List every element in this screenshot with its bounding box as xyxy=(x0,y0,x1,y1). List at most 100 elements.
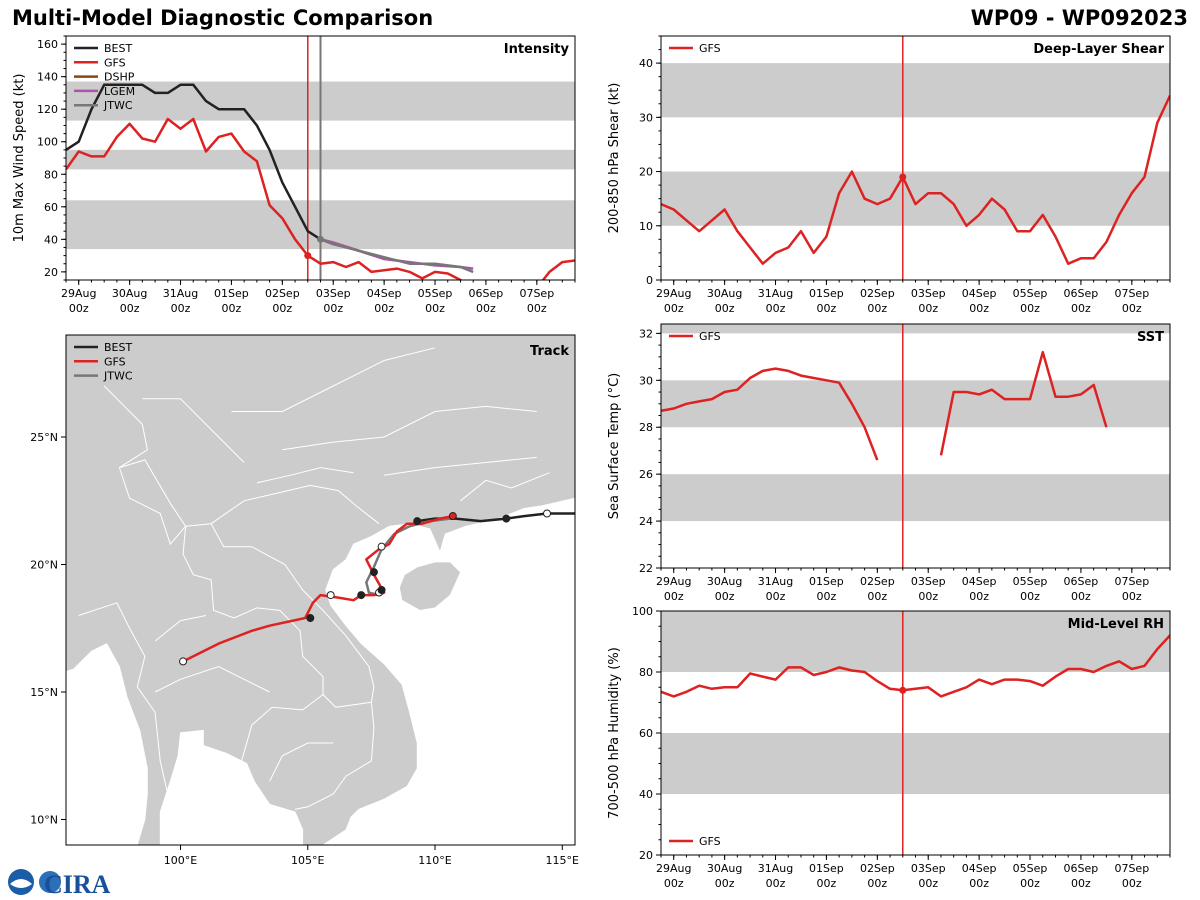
rh-title: Mid-Level RH xyxy=(1068,617,1164,632)
intensity-ytick-label: 40 xyxy=(44,233,58,246)
sst-xtick-label-hour: 00z xyxy=(715,590,735,603)
sst-chart: 22 24 26 28 30 32 29Aug 00z 30Aug 00z 31Aug 00z 01Se… xyxy=(607,323,1171,603)
track-ytick-label: 25°N xyxy=(30,431,58,444)
legend-label-gfs: GFS xyxy=(699,835,721,848)
track-ytick-label: 10°N xyxy=(30,814,58,827)
intensity-series-gfs xyxy=(66,117,575,280)
legend-label-jtwc: JTWC xyxy=(103,99,133,112)
legend-label-lgem: LGEM xyxy=(104,85,135,98)
intensity-xtick-label-hour: 00z xyxy=(171,302,191,315)
border-line-15 xyxy=(154,665,270,693)
rh-xtick-label-hour: 00z xyxy=(1020,877,1040,890)
shear-xtick-label-date: 04Sep xyxy=(962,287,997,300)
sst-title: SST xyxy=(1137,330,1164,345)
sst-band-1 xyxy=(661,380,1170,428)
shear-xtick-label-hour: 00z xyxy=(918,302,938,315)
shear-xtick-label-hour: 00z xyxy=(715,302,735,315)
shear-xtick-label-date: 01Sep xyxy=(809,287,844,300)
sst-series-gfs-seg0 xyxy=(661,367,879,461)
intensity-xtick-label-hour: 00z xyxy=(120,302,140,315)
shear-xtick-label-hour: 00z xyxy=(664,302,684,315)
shear-xtick-label-hour: 00z xyxy=(1122,302,1142,315)
shear-chart: 0 10 20 30 40 29Aug 00z 30Aug 00z 31Aug 00z 01Sep 00… xyxy=(607,35,1171,315)
shear-title: Deep-Layer Shear xyxy=(1033,42,1164,57)
intensity-xtick-label-hour: 00z xyxy=(69,302,89,315)
border-line-9 xyxy=(384,456,537,476)
shear-ytick-label: 10 xyxy=(639,220,653,233)
sst-xtick-label-date: 05Sep xyxy=(1013,575,1048,588)
shear-xtick-label-date: 05Sep xyxy=(1013,287,1048,300)
border-line-13 xyxy=(256,467,354,484)
sst-xtick-label-hour: 00z xyxy=(867,590,887,603)
sst-xtick-label-hour: 00z xyxy=(1020,590,1040,603)
sst-series-gfs-seg1 xyxy=(939,350,1108,456)
sst-xtick-label-hour: 00z xyxy=(1122,590,1142,603)
storm-id: WP09 - WP092023 xyxy=(970,6,1188,30)
track-series-gfs xyxy=(182,514,454,663)
intensity-xtick-label-hour: 00z xyxy=(272,302,292,315)
shear-xtick-label-hour: 00z xyxy=(1071,302,1091,315)
border-line-14 xyxy=(142,398,245,463)
sst-xtick-label-hour: 00z xyxy=(817,590,837,603)
rh-band-1 xyxy=(661,611,1170,672)
intensity-xtick-label-hour: 00z xyxy=(527,302,547,315)
border-line-1 xyxy=(210,523,375,703)
track-point-9 xyxy=(326,591,335,600)
border-line-3 xyxy=(182,526,372,708)
sst-xtick-label-hour: 00z xyxy=(766,590,786,603)
rh-band-0 xyxy=(661,733,1170,794)
sst-xtick-label-date: 31Aug xyxy=(758,575,793,588)
sst-ytick-label: 28 xyxy=(639,421,653,434)
shear-xtick-label-date: 02Sep xyxy=(860,287,895,300)
sst-ytick-label: 22 xyxy=(639,562,653,575)
intensity-xtick-label-date: 31Aug xyxy=(163,287,198,300)
track-title: Track xyxy=(530,344,569,359)
rh-xtick-label-hour: 00z xyxy=(817,877,837,890)
track-point-1 xyxy=(502,514,511,523)
sst-frame xyxy=(660,323,1171,569)
rh-xtick-label-date: 30Aug xyxy=(707,862,742,875)
rh-series-gfs xyxy=(661,634,1170,698)
legend-label-jtwc: JTWC xyxy=(103,370,133,383)
shear-band-1 xyxy=(661,63,1170,118)
intensity-xtick-label-hour: 00z xyxy=(476,302,496,315)
rh-xtick-label-hour: 00z xyxy=(1071,877,1091,890)
intensity-ytick-label: 100 xyxy=(37,136,58,149)
sst-xtick-label-hour: 00z xyxy=(969,590,989,603)
rh-xtick-label-date: 29Aug xyxy=(656,862,691,875)
border-line-0 xyxy=(210,484,380,525)
intensity-xtick-label-date: 29Aug xyxy=(61,287,96,300)
intensity-xtick-label-date: 05Sep xyxy=(418,287,453,300)
track-ytick-label: 15°N xyxy=(30,686,58,699)
intensity-ytick-label: 120 xyxy=(37,103,58,116)
legend-label-gfs: GFS xyxy=(104,355,126,368)
shear-xtick-label-hour: 00z xyxy=(867,302,887,315)
sst-ytick-label: 30 xyxy=(639,374,653,387)
intensity-xtick-label-date: 30Aug xyxy=(112,287,147,300)
sst-ytick-label: 26 xyxy=(639,468,653,481)
rh-xtick-label-date: 31Aug xyxy=(758,862,793,875)
sst-ytick-label: 24 xyxy=(639,515,653,528)
track-point-11 xyxy=(179,657,188,666)
border-line-12 xyxy=(460,472,550,502)
rh-ytick-label: 100 xyxy=(632,605,653,618)
track-frame xyxy=(65,334,576,846)
intensity-ylabel: 10m Max Wind Speed (kt) xyxy=(12,74,27,243)
shear-ytick-label: 30 xyxy=(639,111,653,124)
shear-plot-area xyxy=(661,36,1170,280)
intensity-ytick-label: 60 xyxy=(44,201,58,214)
shear-xtick-label-date: 31Aug xyxy=(758,287,793,300)
rh-xtick-label-hour: 00z xyxy=(867,877,887,890)
track-plot-area xyxy=(66,335,575,845)
rh-xtick-label-hour: 00z xyxy=(969,877,989,890)
intensity-xtick-label-date: 04Sep xyxy=(367,287,402,300)
shear-xtick-label-hour: 00z xyxy=(1020,302,1040,315)
intensity-chart: 20 40 60 80 100 120 140 160 29Aug 00z 30Aug 00z 31Au… xyxy=(12,35,576,315)
sst-ylabel: Sea Surface Temp (°C) xyxy=(607,373,622,520)
rh-xtick-label-hour: 00z xyxy=(1122,877,1142,890)
shear-ytick-label: 0 xyxy=(646,274,653,287)
track-point-5 xyxy=(369,568,378,577)
legend-label-best: BEST xyxy=(104,341,132,354)
track-map: 100°E 105°E 110°E 115°E 10°N 15°N 20°N 25°N Trac… xyxy=(30,334,579,867)
land-hainan xyxy=(398,561,461,611)
